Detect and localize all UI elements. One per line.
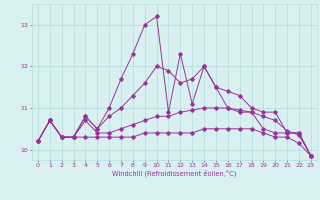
X-axis label: Windchill (Refroidissement éolien,°C): Windchill (Refroidissement éolien,°C) [112, 170, 236, 177]
